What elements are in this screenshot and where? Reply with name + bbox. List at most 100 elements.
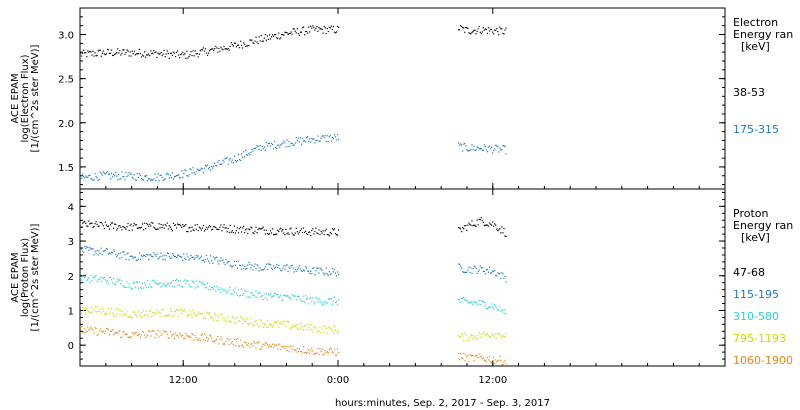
data-point: [250, 317, 252, 319]
data-point: [477, 146, 479, 148]
data-point: [85, 222, 87, 225]
data-point: [109, 330, 112, 332]
data-point: [116, 52, 118, 54]
data-point: [143, 222, 146, 224]
data-point: [135, 179, 137, 181]
data-point: [171, 230, 174, 232]
data-point: [126, 333, 128, 335]
data-point: [285, 325, 287, 328]
data-point: [210, 335, 212, 337]
data-point: [486, 151, 489, 153]
data-point: [187, 335, 189, 337]
data-point: [261, 227, 263, 229]
data-point: [236, 227, 239, 229]
data-point: [240, 288, 243, 290]
data-point: [475, 33, 477, 35]
data-point: [287, 145, 289, 148]
data-point: [246, 296, 248, 298]
data-point: [98, 278, 100, 280]
data-point: [265, 342, 267, 344]
data-point: [494, 336, 496, 338]
data-point: [296, 295, 298, 297]
data-point: [141, 255, 144, 257]
data-point: [239, 159, 242, 162]
data-point: [89, 50, 91, 52]
data-point: [168, 57, 170, 59]
data-point: [459, 227, 461, 229]
data-point: [478, 25, 480, 28]
data-point: [163, 331, 165, 333]
data-point: [256, 342, 258, 344]
data-point: [200, 255, 202, 257]
data-point: [294, 325, 296, 327]
data-point: [249, 322, 251, 325]
data-point: [160, 174, 162, 176]
data-point: [225, 292, 227, 294]
data-point: [193, 282, 195, 284]
data-point: [202, 317, 205, 320]
data-point: [327, 352, 329, 354]
data-point: [266, 268, 268, 270]
data-point: [100, 280, 102, 282]
data-point: [487, 271, 490, 273]
data-point: [242, 156, 244, 158]
data-point: [274, 293, 276, 295]
data-point: [122, 285, 124, 287]
data-point: [223, 224, 225, 226]
data-point: [251, 227, 253, 229]
data-point: [95, 252, 97, 254]
data-point: [141, 178, 144, 181]
data-point: [488, 145, 491, 147]
data-point: [200, 313, 202, 315]
data-point: [461, 333, 463, 335]
data-point: [257, 292, 259, 294]
data-point: [481, 219, 483, 222]
data-point: [484, 146, 487, 148]
data-point: [459, 29, 461, 31]
data-point: [166, 252, 168, 254]
data-point: [178, 54, 180, 56]
data-point: [281, 143, 283, 145]
data-point: [287, 321, 289, 324]
data-point: [86, 56, 88, 58]
data-point: [200, 334, 202, 336]
electron-legend-title: Electron: [733, 16, 778, 29]
data-point: [291, 348, 293, 350]
data-point: [296, 140, 298, 142]
data-point: [500, 28, 502, 30]
data-point: [298, 141, 300, 143]
data-point: [92, 311, 94, 313]
data-point: [182, 176, 184, 178]
data-point: [294, 232, 296, 234]
data-point: [130, 55, 132, 57]
data-point: [252, 344, 254, 347]
data-point: [156, 253, 158, 255]
data-point: [460, 335, 462, 338]
data-point: [303, 352, 306, 354]
data-point: [298, 34, 300, 36]
data-point: [142, 55, 145, 57]
data-point: [500, 232, 502, 234]
data-point: [152, 222, 154, 224]
data-point: [238, 320, 241, 322]
data-point: [185, 311, 187, 313]
data-point: [307, 32, 309, 34]
proton-frame: [79, 188, 726, 367]
data-point: [328, 297, 330, 300]
data-point: [284, 294, 286, 296]
data-point: [128, 55, 130, 57]
data-point: [105, 327, 107, 329]
data-point: [290, 345, 292, 347]
data-point: [291, 142, 293, 145]
data-point: [503, 361, 505, 363]
data-point: [201, 168, 203, 170]
data-point: [194, 335, 196, 337]
data-point: [225, 157, 227, 159]
electron-legend-unit: [keV]: [741, 40, 770, 53]
data-point: [181, 335, 183, 337]
y-tick-label: 2.5: [58, 75, 74, 86]
data-point: [118, 331, 120, 333]
data-point: [279, 38, 281, 40]
data-point: [153, 280, 155, 282]
data-point: [286, 264, 288, 266]
